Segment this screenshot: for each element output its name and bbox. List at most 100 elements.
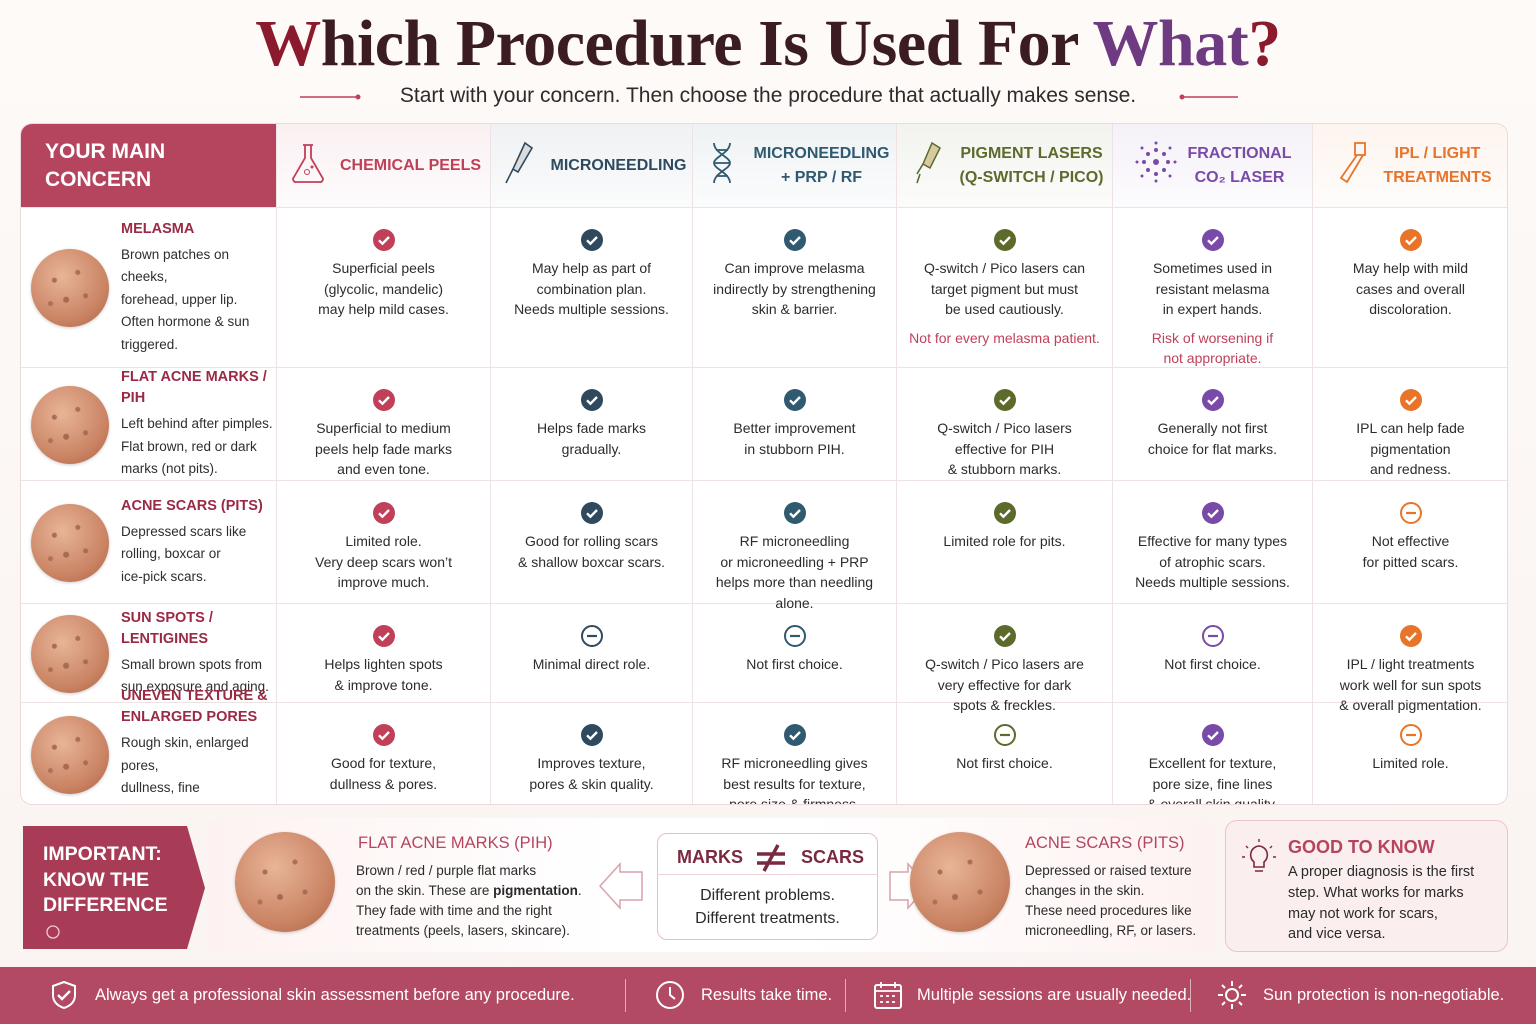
status-icon [372,624,396,648]
cell: Effective for many types of atrophic sca… [1113,481,1313,604]
icon-part [788,731,801,741]
icon-part [921,141,941,169]
subtitle-rules [300,94,1238,100]
cell-text: Limited role. [1313,753,1507,774]
difference-label: IMPORTANT: KNOW THE DIFFERENCE [43,843,168,916]
icon-part [580,389,603,411]
concern-text: UNEVEN TEXTURE & ENLARGED PORES Rough ski… [121,688,276,804]
status-icon [1399,723,1423,747]
cell-text: Minimal direct role. [491,654,692,675]
cell: Good for texture, dullness & pores. [277,703,491,804]
icon-part [1179,94,1185,100]
icon-part [1399,389,1422,411]
icon-part [874,982,902,1009]
cell-description: Superficial to medium peels help fade ma… [315,420,452,478]
icon-part [1153,147,1158,152]
footer-separator [1190,979,1191,1012]
status-icon [1201,624,1225,648]
status-icon [372,501,396,525]
status-icon [580,501,604,525]
cell: Not first choice. [693,604,897,703]
good-to-know-text: A proper diagnosis is the first step. Wh… [1288,864,1475,943]
cell-description: Not first choice. [1164,656,1261,672]
cell: Minimal direct role. [491,604,693,703]
icon-part [585,396,598,406]
icon-part [712,142,731,183]
text: . They fade with time and the right trea… [356,883,582,938]
cell-description: Helps lighten spots & improve tone. [324,656,443,693]
cell-text: Not first choice. [897,753,1112,774]
icon-part [372,502,395,524]
icon-part [1218,981,1246,1009]
cell: Limited role for pits. [897,481,1113,604]
cell-description: Limited role. Very deep scars won’t impr… [315,533,452,591]
footer-text: Multiple sessions are usually needed. [917,986,1192,1004]
footer-separator [625,979,626,1012]
icon-part [1153,171,1158,176]
icon-part [1201,229,1224,251]
cell-text: Generally not first choice for flat mark… [1113,418,1312,459]
concern-description: Left behind after pimples. Flat brown, r… [121,416,273,477]
cell: Sometimes used in resistant melasma in e… [1113,208,1313,368]
cell-text: Sometimes used in resistant melasma in e… [1113,258,1312,368]
icon-part [372,502,395,524]
marks-title: FLAT ACNE MARKS (PIH) [358,834,553,852]
icon-part [993,229,1016,251]
scars-photo [910,832,1010,932]
cell-text: Limited role for pits. [897,531,1112,552]
icon-part [23,826,205,949]
cell-text: RF microneedling or microneedling + PRP … [693,531,896,613]
cell-text: RF microneedling gives best results for … [693,753,896,804]
cell: Excellent for texture, pore size, fine l… [1113,703,1313,804]
icon-part [52,980,76,1010]
status-icon [580,723,604,747]
footer-icon [1216,979,1248,1016]
cell-text: Not first choice. [1113,654,1312,675]
icon-part [712,142,731,183]
not-equal [757,844,785,872]
cell-text: Better improvement in stubborn PIH. [693,418,896,459]
cell-text: May help with mild cases and overall dis… [1313,258,1507,320]
icon-part [915,163,924,183]
icon-part [1168,146,1171,149]
concern-photo [31,503,109,582]
status-icon [993,228,1017,252]
cell: Generally not first choice for flat mark… [1113,368,1313,481]
icon-part [1201,724,1224,746]
footer-icon [872,979,904,1016]
status-icon [783,388,807,412]
icon-part [998,236,1011,246]
cell-description: Good for rolling scars & shallow boxcar … [517,533,666,570]
label-box [23,826,205,949]
icon-part [783,724,806,746]
cell: Not first choice. [897,703,1113,804]
icon-part [783,724,806,746]
status-icon [372,388,396,412]
icon-part [1161,151,1166,156]
concern-photo [31,249,109,327]
cell: RF microneedling gives best results for … [693,703,897,804]
icon-part [1340,141,1367,183]
column-icon [700,140,744,192]
icon-part [372,724,395,746]
cell-description: Effective for many types of atrophic sca… [1135,533,1290,591]
icon-part [993,229,1016,251]
concern-description: Depressed scars like rolling, boxcar or … [121,523,247,584]
cell: RF microneedling or microneedling + PRP … [693,481,897,611]
status-icon [1201,228,1225,252]
icon-part [915,141,941,183]
concern-title: FLAT ACNE MARKS / PIH [121,369,267,407]
scars-title: ACNE SCARS (PITS) [1025,834,1185,852]
column-icon [906,140,950,192]
status-icon [993,388,1017,412]
icon-part [1399,625,1422,647]
cell-description: Not first choice. [956,755,1053,771]
icon-part [1145,167,1150,172]
cell: Can improve melasma indirectly by streng… [693,208,897,368]
subtitle: Start with your concern. Then choose the… [399,84,1137,107]
status-icon [993,501,1017,525]
cell-text: Can improve melasma indirectly by streng… [693,258,896,320]
icon-part [580,724,603,746]
cell-text: May help as part of combination plan. Ne… [491,258,692,320]
title-part: W [255,7,321,80]
